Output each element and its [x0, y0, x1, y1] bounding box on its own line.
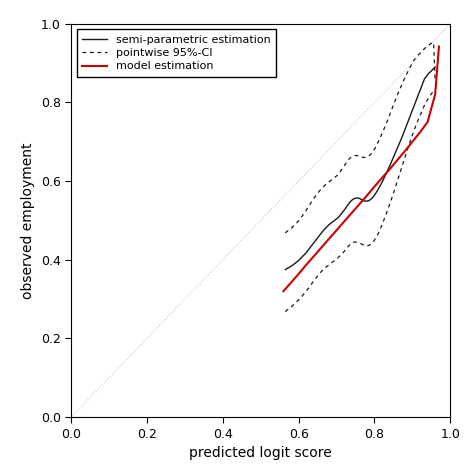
X-axis label: predicted logit score: predicted logit score: [189, 446, 332, 460]
Legend: semi-parametric estimation, pointwise 95%-CI, model estimation: semi-parametric estimation, pointwise 95…: [77, 29, 276, 77]
Y-axis label: observed employment: observed employment: [21, 142, 35, 299]
